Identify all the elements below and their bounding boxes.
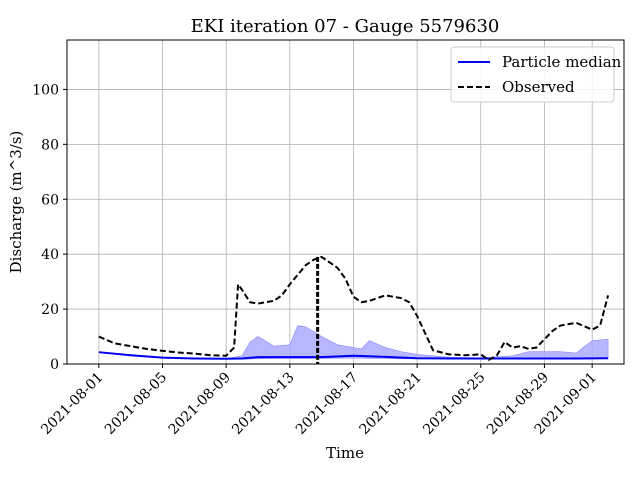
x-tick-label: 2021-08-13 (229, 370, 297, 438)
x-tick-label: 2021-08-25 (420, 370, 488, 438)
y-axis-label: Discharge (m^3/s) (7, 131, 25, 274)
x-tick-label: 2021-08-21 (357, 370, 425, 438)
y-tick-label: 100 (32, 82, 59, 98)
x-tick-label: 2021-08-05 (102, 370, 170, 438)
legend-box (450, 46, 615, 103)
legend-label-particle-median: Particle median (502, 53, 622, 71)
y-tick-label: 0 (50, 357, 59, 373)
y-axis: 0 20 40 60 80 100 (32, 82, 67, 373)
y-tick-label: 40 (41, 247, 59, 263)
plot-frame (66, 39, 625, 365)
x-axis-label: Time (326, 444, 364, 462)
y-tick-label: 80 (41, 137, 59, 153)
x-tick-label: 2021-08-17 (293, 370, 361, 438)
x-axis: 2021-08-012021-08-052021-08-092021-08-13… (38, 364, 600, 438)
y-tick-label: 60 (41, 192, 59, 208)
x-tick-label: 2021-08-01 (38, 370, 106, 438)
grid (67, 40, 624, 365)
plot-area (98, 255, 610, 364)
series-observed-line (98, 255, 610, 361)
x-tick-label: 2021-08-09 (166, 370, 234, 438)
chart-title: EKI iteration 07 - Gauge 5579630 (191, 16, 500, 37)
legend: Particle median Observed (450, 46, 622, 103)
series-particle-median-line (98, 351, 609, 360)
legend-label-observed: Observed (502, 78, 575, 96)
y-tick-label: 20 (41, 302, 59, 318)
